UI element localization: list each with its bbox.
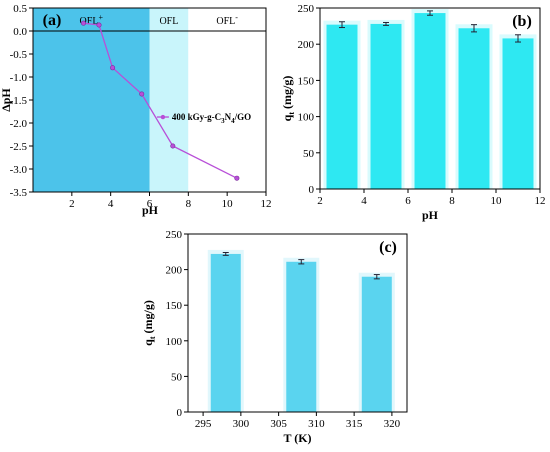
y-axis-label: ΔpH bbox=[0, 88, 13, 112]
panel-letter: (b) bbox=[512, 13, 532, 30]
y-axis-label: qt (mg/g) bbox=[280, 76, 296, 122]
x-tick-label: 2 bbox=[317, 195, 323, 207]
y-tick-label: 0.0 bbox=[13, 26, 27, 38]
y-tick-label: 100 bbox=[166, 336, 183, 348]
x-tick-label: 320 bbox=[384, 418, 401, 430]
y-axis-label-unit: (mg/g) bbox=[280, 76, 294, 112]
bar bbox=[286, 261, 317, 412]
y-tick-label: -3.0 bbox=[10, 164, 28, 176]
region-label-2: OFL- bbox=[216, 13, 238, 27]
bar bbox=[361, 276, 392, 412]
x-tick-label: 4 bbox=[361, 195, 367, 207]
panel-letter: (a) bbox=[43, 12, 62, 29]
bar bbox=[502, 38, 534, 189]
y-tick-label: 200 bbox=[298, 39, 315, 51]
bar bbox=[326, 24, 358, 189]
x-axis-label: pH bbox=[422, 208, 439, 222]
legend-text: 400 kGy-g-C bbox=[172, 112, 221, 122]
x-tick-label: 295 bbox=[195, 418, 212, 430]
y-axis-label-unit: (mg/g) bbox=[141, 300, 155, 336]
x-tick-label: 315 bbox=[346, 418, 363, 430]
y-tick-label: 150 bbox=[298, 75, 315, 87]
region-label-text: OFL bbox=[80, 16, 99, 27]
y-tick-label: 0 bbox=[309, 184, 315, 196]
data-point bbox=[110, 65, 116, 71]
x-tick-label: 6 bbox=[147, 198, 153, 210]
legend-label: 400 kGy-g-C3N4/GO bbox=[172, 112, 251, 125]
series-line bbox=[83, 22, 238, 179]
y-tick-label: 200 bbox=[166, 265, 183, 277]
region-band-2 bbox=[188, 8, 266, 192]
y-tick-label: 150 bbox=[166, 300, 183, 312]
bar bbox=[370, 23, 402, 190]
x-tick-label: 12 bbox=[535, 195, 546, 207]
y-tick-label: -1.5 bbox=[10, 95, 28, 107]
region-label-0: OFL+ bbox=[80, 13, 104, 27]
region-label-sup: + bbox=[98, 13, 103, 22]
y-axis-label-text: q bbox=[141, 339, 155, 346]
legend-text: /GO bbox=[234, 112, 252, 122]
x-tick-label: 2 bbox=[69, 198, 75, 210]
bar bbox=[210, 253, 241, 412]
y-tick-label: -2.5 bbox=[10, 141, 28, 153]
legend-marker bbox=[160, 114, 166, 120]
y-axis-label: qt (mg/g) bbox=[141, 300, 157, 346]
legend-sub: 3 bbox=[221, 117, 225, 125]
y-tick-label: 0 bbox=[177, 407, 183, 419]
x-tick-label: 10 bbox=[491, 195, 503, 207]
region-band-1 bbox=[149, 8, 189, 192]
y-tick-label: -1.0 bbox=[10, 72, 28, 84]
x-tick-label: 310 bbox=[308, 418, 325, 430]
y-axis-label-text: q bbox=[280, 114, 294, 121]
x-tick-label: 10 bbox=[222, 198, 234, 210]
panel-letter: (c) bbox=[379, 239, 397, 256]
x-tick-label: 4 bbox=[108, 198, 114, 210]
data-point bbox=[139, 91, 145, 97]
x-tick-label: 6 bbox=[405, 195, 411, 207]
y-tick-label: 50 bbox=[171, 371, 183, 383]
x-axis-label: pH bbox=[142, 203, 159, 217]
y-axis-label-sub: t bbox=[287, 112, 296, 115]
bar bbox=[414, 13, 446, 190]
x-tick-label: 8 bbox=[186, 198, 192, 210]
x-tick-label: 300 bbox=[233, 418, 250, 430]
y-tick-label: 250 bbox=[298, 3, 315, 15]
data-point bbox=[234, 175, 240, 181]
x-axis-label: T (K) bbox=[283, 431, 311, 445]
y-tick-label: 0.5 bbox=[13, 3, 27, 15]
data-point bbox=[96, 22, 102, 28]
legend-text: N bbox=[225, 112, 232, 122]
y-axis-label-sub: t bbox=[148, 336, 157, 339]
x-tick-label: 305 bbox=[270, 418, 287, 430]
y-tick-label: 100 bbox=[298, 112, 315, 124]
y-tick-label: 50 bbox=[303, 148, 315, 160]
region-label-text: OFL bbox=[159, 16, 178, 27]
x-tick-label: 8 bbox=[449, 195, 455, 207]
plot-frame bbox=[319, 7, 541, 190]
data-point bbox=[170, 143, 176, 149]
data-point bbox=[80, 20, 86, 26]
legend-sub: 4 bbox=[231, 117, 235, 125]
x-tick-label: 12 bbox=[261, 198, 272, 210]
region-band-0 bbox=[33, 8, 150, 192]
y-tick-label: 250 bbox=[166, 229, 183, 241]
region-label-1: OFL bbox=[159, 16, 178, 27]
region-label-text: OFL bbox=[216, 16, 235, 27]
region-label-sup: - bbox=[235, 13, 238, 22]
y-tick-label: -2.0 bbox=[10, 118, 28, 130]
y-tick-label: -3.5 bbox=[10, 187, 28, 199]
bar bbox=[458, 28, 490, 189]
y-tick-label: -0.5 bbox=[10, 49, 28, 61]
plot-frame bbox=[187, 233, 408, 413]
